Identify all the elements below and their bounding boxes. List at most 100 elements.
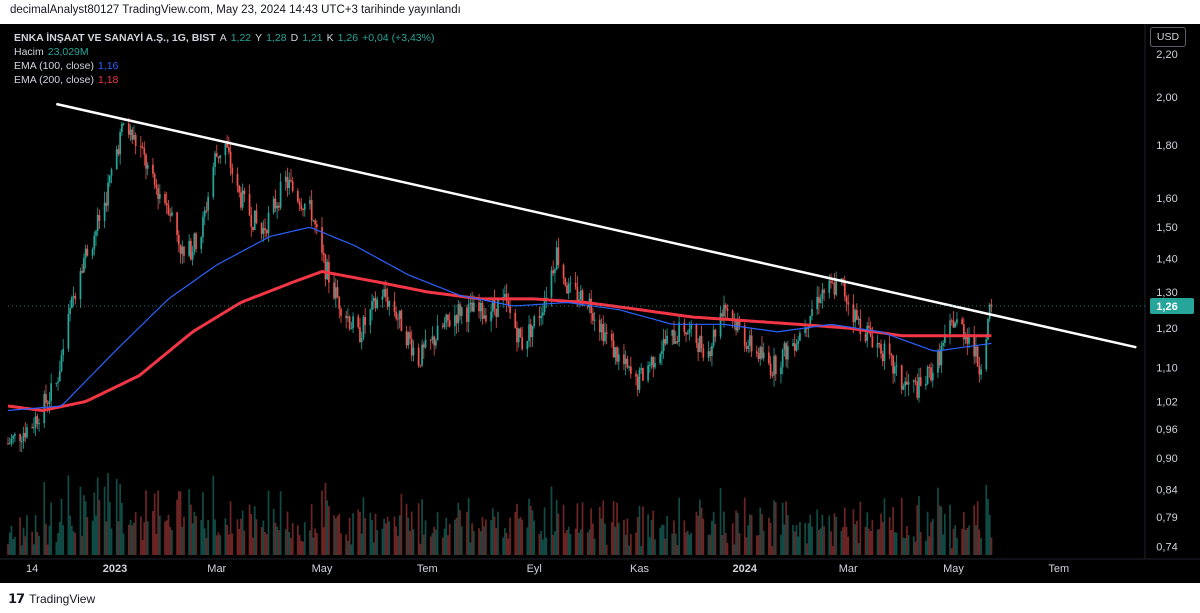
legend-ema200-row[interactable]: EMA (200, close) 1,18 <box>14 73 434 87</box>
volume-bar <box>726 542 729 555</box>
candle-body <box>579 290 582 300</box>
axes: 2,20 2,00 1,80 1,60 1,50 1,40 1,30 1,20 1,10 1,02… <box>26 49 1194 575</box>
volume-bar <box>469 542 472 555</box>
candle-body <box>252 226 254 230</box>
volume-bar <box>540 530 542 555</box>
candle-body <box>569 282 572 284</box>
candle-body <box>191 251 194 260</box>
tradingview-logo[interactable]: 𝟭𝟳 TradingView <box>8 591 95 607</box>
legend-ema100-row[interactable]: EMA (100, close) 1,16 <box>14 59 434 73</box>
candle-body <box>83 258 85 273</box>
candle-body <box>157 187 159 199</box>
volume-bar <box>431 533 434 555</box>
candle-body <box>224 143 227 156</box>
candle-body <box>566 285 568 294</box>
candle-body <box>761 346 763 359</box>
candle-body <box>626 358 629 368</box>
candle-body <box>928 366 931 368</box>
volume-bar <box>243 530 246 555</box>
volume-bar <box>371 520 373 555</box>
candle-body <box>835 280 838 295</box>
footer: 𝟭𝟳 TradingView <box>0 583 1200 613</box>
volume-bar <box>554 531 556 555</box>
price-tick-label: 2,20 <box>1156 49 1177 61</box>
candle-body <box>964 335 967 340</box>
volume-bar <box>707 534 710 555</box>
volume-bar <box>300 540 303 555</box>
candle-body <box>471 302 473 312</box>
candle-body <box>72 295 75 298</box>
volume-bar <box>333 515 335 555</box>
candle-body <box>519 328 522 338</box>
symbol-title[interactable]: ENKA İNŞAAT VE SANAYİ A.Ş., 1G, BIST <box>14 32 216 44</box>
candle-body <box>900 365 903 390</box>
volume-bar <box>14 536 16 555</box>
price-chart[interactable]: 2,20 2,00 1,80 1,60 1,50 1,40 1,30 1,20 1,10 1,02… <box>0 24 1200 583</box>
candle-body <box>95 231 97 236</box>
candle-body <box>169 213 172 216</box>
volume-bar <box>309 530 311 555</box>
volume-bar <box>395 526 398 555</box>
candle-body <box>876 342 879 348</box>
candle-body <box>457 304 460 324</box>
candle-body <box>240 192 242 208</box>
volume-bar <box>686 530 689 555</box>
candle-body <box>279 181 282 208</box>
volume-bar <box>110 528 113 555</box>
volume-bar <box>916 505 919 555</box>
volume-bar <box>195 516 197 555</box>
candle-body <box>129 129 132 135</box>
candle-body <box>795 344 798 351</box>
volume-bar <box>177 490 180 555</box>
candle-body <box>371 301 373 310</box>
volume-bar <box>519 517 522 555</box>
volume-bar <box>72 531 75 555</box>
volume-bar <box>421 499 423 555</box>
volume-bar <box>205 537 208 555</box>
candle-body <box>647 365 649 381</box>
volume-bar <box>397 535 399 555</box>
time-tick-label: May <box>943 563 964 575</box>
volume-bar <box>793 531 796 555</box>
time-tick-label: Kas <box>630 563 649 575</box>
volume-bar <box>483 526 486 555</box>
volume-bar <box>942 534 944 555</box>
currency-button[interactable]: USD <box>1150 27 1186 47</box>
volume-bar <box>545 537 548 555</box>
candle-body <box>374 297 377 308</box>
volume-bar <box>698 499 701 555</box>
volume-bar <box>978 529 981 555</box>
candle-body <box>86 248 89 256</box>
candle-body <box>707 351 710 358</box>
volume-bar <box>48 525 51 555</box>
volume-bar <box>139 516 142 555</box>
volume-bar <box>642 506 644 555</box>
candle-body <box>555 247 558 270</box>
volume-bar <box>949 504 951 555</box>
volume-bar <box>881 521 884 555</box>
candle-body <box>436 325 439 341</box>
volume-bar <box>62 525 65 555</box>
ema200-line <box>7 270 992 412</box>
candle-body <box>296 191 299 202</box>
candle-body <box>478 302 480 312</box>
candle-body <box>115 149 118 170</box>
volume-bar <box>345 534 348 555</box>
volume-bar <box>883 498 886 555</box>
legend-volume-row[interactable]: Hacim 23,029M <box>14 45 434 59</box>
candle-body <box>134 134 137 146</box>
volume-bars <box>7 473 993 555</box>
candle-body <box>348 316 351 329</box>
candle-body <box>455 315 458 324</box>
volume-bar <box>600 518 603 555</box>
candle-body <box>203 210 206 217</box>
volume-bar <box>43 482 46 555</box>
candle-body <box>868 325 870 329</box>
volume-bar <box>229 501 232 555</box>
candle-body <box>298 201 301 206</box>
volume-bar <box>918 496 920 555</box>
candle-body <box>272 198 275 213</box>
volume-bar <box>364 518 367 555</box>
volume-bar <box>117 521 120 555</box>
candle-body <box>312 220 315 222</box>
